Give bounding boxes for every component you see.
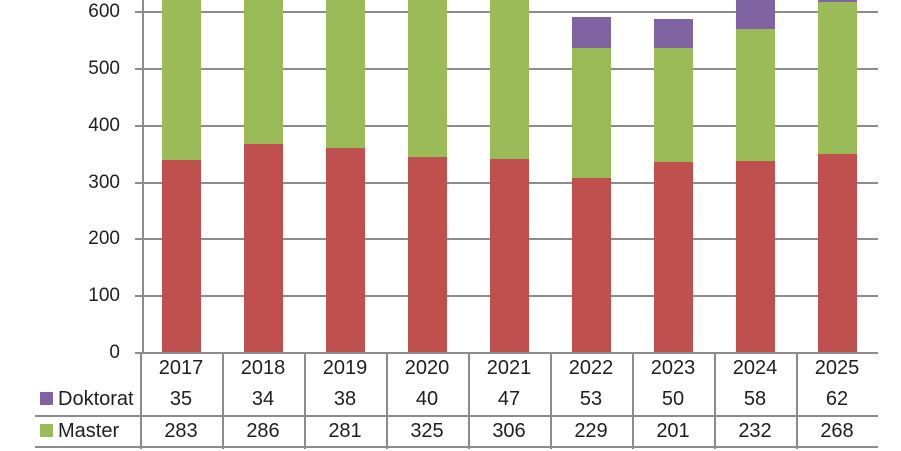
bar-2022-segment-Master bbox=[572, 48, 611, 178]
bar-2019-segment-Master bbox=[326, 0, 365, 148]
table-cell-doktorat-2023: 50 bbox=[661, 388, 685, 410]
year-cell-2017: 2017 bbox=[158, 357, 204, 379]
bar-2023-segment-Master bbox=[654, 48, 693, 162]
year-cell-2023: 2023 bbox=[650, 357, 696, 379]
bar-2025-segment-series0 bbox=[818, 154, 857, 352]
bar-2018-segment-Master bbox=[244, 0, 283, 144]
table-row-divider bbox=[35, 415, 878, 417]
y-tick-300 bbox=[135, 182, 143, 184]
y-axis-label-500: 500 bbox=[88, 58, 120, 79]
bar-2017-segment-series0 bbox=[162, 160, 201, 352]
table-cell-master-2023: 201 bbox=[656, 420, 690, 442]
y-axis-label-200: 200 bbox=[88, 228, 120, 249]
table-column-divider-8 bbox=[796, 353, 798, 449]
year-cell-2019: 2019 bbox=[322, 357, 368, 379]
year-cell-2020: 2020 bbox=[404, 357, 450, 379]
bar-2024-segment-series0 bbox=[736, 161, 775, 352]
table-cell-doktorat-2018: 34 bbox=[251, 388, 275, 410]
y-axis-label-400: 400 bbox=[88, 115, 120, 136]
table-cell-master-2020: 325 bbox=[410, 420, 444, 442]
table-cell-master-2019: 281 bbox=[328, 420, 362, 442]
year-cell-2021: 2021 bbox=[486, 357, 532, 379]
table-cell-master-2018: 286 bbox=[246, 420, 280, 442]
bar-2023-segment-Doktorat bbox=[654, 19, 693, 48]
table-cell-master-2017: 283 bbox=[164, 420, 198, 442]
table-cell-master-2025: 268 bbox=[820, 420, 854, 442]
table-column-divider-7 bbox=[714, 353, 716, 449]
year-cell-2025: 2025 bbox=[814, 357, 860, 379]
table-column-divider-6 bbox=[632, 353, 634, 449]
bar-2025-segment-Master bbox=[818, 2, 857, 154]
table-cell-doktorat-2020: 40 bbox=[415, 388, 439, 410]
table-column-divider-1 bbox=[222, 353, 224, 449]
y-axis-label-100: 100 bbox=[88, 285, 120, 306]
legend-label-master: Master bbox=[58, 420, 120, 442]
y-tick-400 bbox=[135, 125, 143, 127]
table-cell-doktorat-2021: 47 bbox=[497, 388, 521, 410]
table-cell-master-2022: 229 bbox=[574, 420, 608, 442]
y-tick-600 bbox=[135, 11, 143, 13]
bar-2021-segment-Master bbox=[490, 0, 529, 159]
bar-2022-segment-series0 bbox=[572, 178, 611, 352]
bar-2020-segment-series0 bbox=[408, 157, 447, 352]
y-tick-200 bbox=[135, 238, 143, 240]
table-cell-doktorat-2019: 38 bbox=[333, 388, 357, 410]
legend-label-doktorat: Doktorat bbox=[58, 388, 134, 410]
bar-2022-segment-Doktorat bbox=[572, 17, 611, 48]
table-column-divider-3 bbox=[386, 353, 388, 449]
table-column-divider-5 bbox=[550, 353, 552, 449]
table-column-divider-4 bbox=[468, 353, 470, 449]
bar-2019-segment-series0 bbox=[326, 148, 365, 352]
bar-2023-segment-series0 bbox=[654, 162, 693, 352]
table-cell-doktorat-2022: 53 bbox=[579, 388, 603, 410]
doktorat-legend-swatch-icon bbox=[40, 392, 53, 405]
year-cell-2024: 2024 bbox=[732, 357, 778, 379]
table-cell-doktorat-2024: 58 bbox=[743, 388, 767, 410]
table-bottom-line bbox=[35, 446, 878, 448]
year-cell-2018: 2018 bbox=[240, 357, 286, 379]
bars-container bbox=[162, 0, 857, 352]
table-cell-master-2024: 232 bbox=[738, 420, 772, 442]
bar-2024-segment-Doktorat bbox=[736, 0, 775, 29]
y-axis-label-0: 0 bbox=[109, 342, 120, 363]
table-column-divider-0 bbox=[140, 353, 142, 449]
y-tick-100 bbox=[135, 295, 143, 297]
table-cell-master-2021: 306 bbox=[492, 420, 526, 442]
bar-2020-segment-Master bbox=[408, 0, 447, 157]
bar-2017-segment-Master bbox=[162, 0, 201, 160]
bar-2018-segment-series0 bbox=[244, 144, 283, 352]
x-axis-line bbox=[135, 352, 878, 354]
master-legend-swatch-icon bbox=[40, 424, 53, 437]
y-axis-label-300: 300 bbox=[88, 172, 120, 193]
y-axis-label-600: 600 bbox=[88, 1, 120, 22]
table-cell-doktorat-2017: 35 bbox=[169, 388, 193, 410]
year-cell-2022: 2022 bbox=[568, 357, 614, 379]
bar-2021-segment-series0 bbox=[490, 159, 529, 352]
y-tick-500 bbox=[135, 68, 143, 70]
bar-2024-segment-Master bbox=[736, 29, 775, 161]
table-cell-doktorat-2025: 62 bbox=[825, 388, 849, 410]
y-axis-line bbox=[142, 0, 144, 354]
bar-2025-segment-Doktorat bbox=[818, 0, 857, 2]
table-column-divider-2 bbox=[304, 353, 306, 449]
